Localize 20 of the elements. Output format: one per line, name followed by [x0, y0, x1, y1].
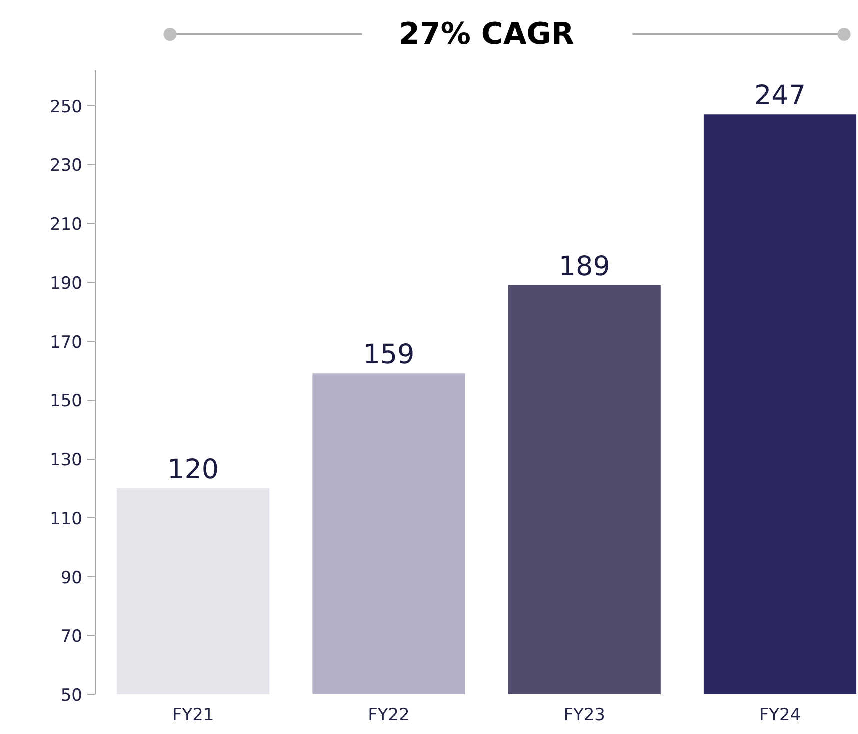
x-tick-label: FY21	[172, 706, 214, 726]
y-tick-label: 230	[50, 156, 83, 176]
x-tick-label: FY24	[759, 706, 802, 726]
y-tick-label: 190	[50, 274, 83, 294]
y-tick-label: 210	[50, 215, 83, 236]
y-tick-label: 90	[60, 568, 83, 588]
y-tick-label: 50	[60, 686, 83, 706]
data-label: 189	[558, 251, 610, 282]
y-tick-label: 170	[50, 332, 83, 353]
chart-title: 27% CAGR	[399, 17, 574, 52]
y-tick-label: 250	[50, 97, 83, 118]
x-tick-label: FY22	[368, 706, 410, 726]
y-tick-label: 70	[60, 627, 83, 648]
data-label: 159	[363, 340, 415, 371]
x-tick-label: FY23	[564, 706, 606, 726]
y-tick-label: 110	[50, 509, 83, 530]
data-label: 247	[754, 80, 806, 112]
data-label: 120	[168, 454, 220, 486]
y-tick-label: 130	[50, 450, 83, 471]
y-tick-label: 150	[50, 392, 83, 412]
